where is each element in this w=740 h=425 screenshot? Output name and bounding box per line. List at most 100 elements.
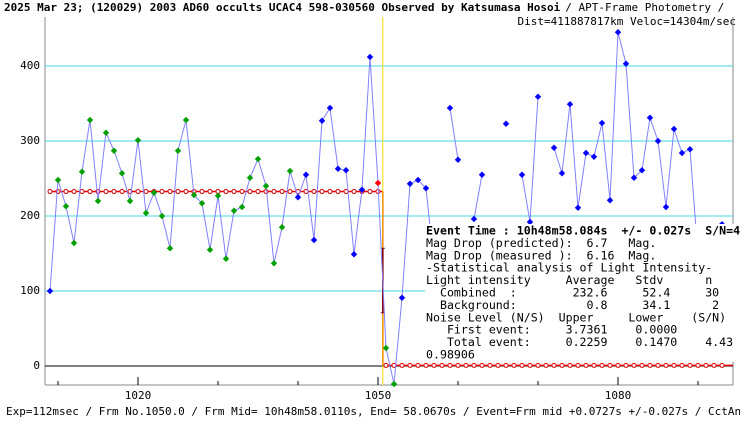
model-point: [471, 362, 477, 368]
data-point: [342, 167, 350, 174]
data-point: [278, 224, 286, 231]
y-tick-label: 400: [20, 59, 40, 72]
data-point: [646, 114, 654, 121]
model-point: [687, 362, 693, 368]
data-point: [630, 174, 638, 181]
data-point: [326, 104, 334, 112]
model-point: [311, 189, 317, 195]
model-point: [447, 362, 453, 368]
y-tick-label: 300: [20, 134, 40, 147]
data-point: [70, 239, 78, 247]
title-suffix: / APT-Frame Photometry /: [565, 1, 724, 14]
model-point: [71, 189, 77, 195]
data-point: [518, 171, 526, 178]
model-point: [63, 189, 69, 195]
data-point: [662, 203, 670, 211]
model-point: [231, 189, 237, 195]
data-point: [598, 119, 606, 127]
data-point: [422, 185, 430, 192]
data-point: [230, 207, 238, 214]
data-point: [454, 156, 462, 163]
model-point: [367, 189, 373, 195]
model-point: [199, 189, 205, 195]
data-point: [398, 294, 406, 301]
data-point: [78, 168, 86, 175]
model-point: [207, 189, 213, 195]
data-point: [406, 180, 414, 187]
data-point: [638, 167, 646, 174]
model-point: [503, 362, 509, 368]
data-point: [294, 194, 302, 201]
data-point: [678, 149, 686, 157]
data-point: [526, 218, 534, 226]
model-point: [455, 362, 461, 368]
chart-title: 2025 Mar 23; (120029) 2003 AD60 occults …: [4, 1, 724, 14]
title: 2025 Mar 23; (120029) 2003 AD60 occults …: [4, 1, 561, 14]
data-point: [46, 287, 54, 295]
data-point: [654, 137, 662, 145]
model-point: [703, 362, 709, 368]
model-point: [719, 362, 725, 368]
model-point: [399, 362, 405, 368]
data-point: [414, 176, 422, 184]
data-point: [62, 203, 70, 210]
x-tick-label: 1050: [365, 389, 392, 402]
y-tick-label: 200: [20, 209, 40, 222]
model-point: [271, 189, 277, 195]
model-point: [439, 362, 445, 368]
model-point: [103, 189, 109, 195]
model-point: [543, 362, 549, 368]
model-point: [527, 362, 533, 368]
info-line: Total event: 0.2259 0.1470 4.43: [426, 335, 733, 349]
subtitle: Dist=411887817km Veloc=14304m/sec: [517, 15, 736, 28]
model-point: [407, 362, 413, 368]
info-line: Combined : 232.6 52.4 30: [426, 286, 719, 300]
data-point: [534, 93, 542, 100]
data-point: [182, 116, 190, 124]
data-point: [686, 146, 694, 153]
model-point: [143, 189, 149, 195]
model-point: [519, 362, 525, 368]
data-point: [286, 167, 294, 175]
data-point: [214, 192, 222, 199]
data-point: [142, 209, 150, 217]
data-point: [366, 53, 374, 61]
model-point: [655, 362, 661, 368]
model-point: [599, 362, 605, 368]
data-line: [473, 174, 483, 220]
model-point: [695, 362, 701, 368]
data-point: [206, 246, 214, 253]
data-point: [246, 174, 254, 181]
model-point: [487, 362, 493, 368]
data-point: [118, 170, 126, 177]
model-point: [383, 362, 389, 368]
model-point: [183, 189, 189, 195]
model-point: [463, 362, 469, 368]
data-point: [478, 171, 486, 178]
data-point: [54, 176, 62, 184]
x-tick-label: 1020: [125, 389, 152, 402]
data-point: [158, 212, 166, 220]
model-point: [559, 362, 565, 368]
model-point: [111, 189, 117, 195]
data-point: [126, 197, 134, 205]
model-point: [247, 189, 253, 195]
data-point: [470, 215, 478, 223]
y-tick-label: 100: [20, 284, 40, 297]
model-point: [223, 189, 229, 195]
info-line: Mag Drop (predicted): 6.7 Mag.: [426, 236, 656, 250]
info-line: 0.98906: [426, 348, 475, 362]
model-point: [335, 189, 341, 195]
data-point: [350, 251, 358, 258]
model-point: [423, 362, 429, 368]
model-point: [607, 362, 613, 368]
model-point: [119, 189, 125, 195]
data-point: [254, 155, 262, 163]
info-line: -Statistical analysis of Light Intensity…: [426, 261, 712, 275]
data-point: [558, 170, 566, 177]
info-line: Noise Level (N/S) Upper Lower (S/N): [426, 310, 726, 324]
model-point: [575, 362, 581, 368]
data-point: [358, 186, 366, 193]
y-tick-label: 0: [33, 359, 40, 372]
model-point: [591, 362, 597, 368]
